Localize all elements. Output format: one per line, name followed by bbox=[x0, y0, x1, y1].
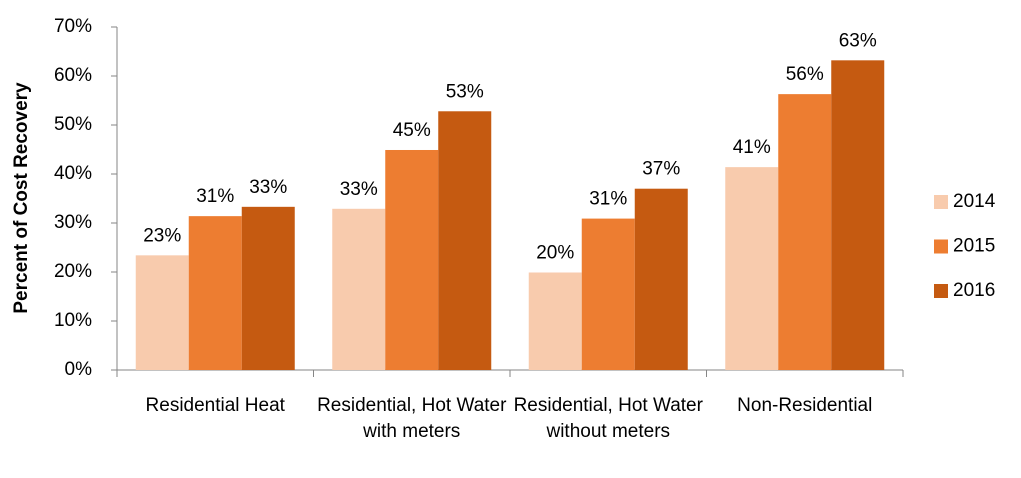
y-tick-label: 70% bbox=[54, 16, 92, 37]
data-label: 53% bbox=[446, 81, 484, 102]
data-label: 33% bbox=[340, 179, 378, 200]
data-label: 23% bbox=[143, 225, 181, 246]
legend-label: 2015 bbox=[953, 236, 995, 257]
bar bbox=[778, 94, 832, 370]
bar bbox=[438, 111, 492, 370]
bar bbox=[332, 208, 386, 370]
y-tick-label: 10% bbox=[54, 310, 92, 331]
x-tick-label: Residential Heat bbox=[145, 395, 285, 416]
bar bbox=[385, 149, 439, 370]
legend-swatch bbox=[934, 239, 948, 254]
y-tick-label: 0% bbox=[65, 359, 93, 380]
data-label: 31% bbox=[196, 186, 234, 207]
y-tick-label: 50% bbox=[54, 114, 92, 135]
bar bbox=[634, 188, 688, 370]
bar bbox=[241, 206, 295, 370]
bar bbox=[528, 272, 582, 370]
x-tick-label: Residential, Hot Water without meters bbox=[513, 395, 703, 442]
data-label: 33% bbox=[249, 177, 287, 198]
bar bbox=[581, 218, 635, 370]
legend-label: 2014 bbox=[953, 191, 996, 212]
y-tick-label: 30% bbox=[54, 212, 92, 233]
data-label: 45% bbox=[393, 120, 431, 141]
y-axis-label: Percent of Cost Recovery bbox=[11, 82, 32, 314]
y-tick-label: 40% bbox=[54, 163, 92, 184]
legend-swatch bbox=[934, 195, 948, 209]
data-label: 31% bbox=[589, 189, 627, 210]
data-label: 56% bbox=[786, 64, 824, 85]
x-tick-label: Non-Residential bbox=[737, 395, 873, 416]
legend-label: 2016 bbox=[953, 280, 995, 301]
y-tick-label: 60% bbox=[54, 65, 92, 86]
bar bbox=[725, 167, 779, 370]
bar bbox=[188, 216, 242, 370]
y-tick-label: 20% bbox=[54, 261, 92, 282]
legend-swatch bbox=[934, 284, 948, 298]
bar bbox=[135, 255, 189, 370]
bar bbox=[831, 60, 885, 370]
data-label: 37% bbox=[642, 159, 680, 180]
data-label: 20% bbox=[536, 243, 574, 264]
data-label: 63% bbox=[839, 30, 877, 51]
data-label: 41% bbox=[733, 137, 771, 158]
x-tick-label: Residential, Hot Water with meters bbox=[317, 395, 507, 442]
